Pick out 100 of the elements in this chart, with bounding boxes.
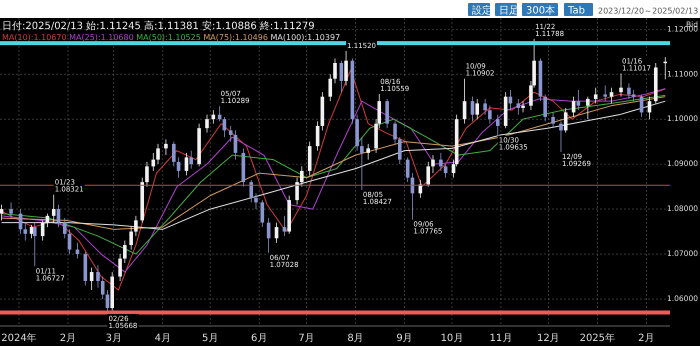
candlestick bbox=[470, 96, 474, 122]
text: 2023/12/20～2025/02/13 bbox=[598, 6, 698, 16]
candlestick bbox=[52, 194, 56, 223]
text: MA(50):1.10525 bbox=[136, 33, 204, 42]
candlestick bbox=[254, 192, 258, 210]
candlestick bbox=[90, 267, 94, 290]
candlestick bbox=[316, 121, 320, 152]
candlestick bbox=[0, 204, 4, 221]
candlestick bbox=[610, 87, 614, 104]
candlestick bbox=[129, 226, 133, 250]
candlestick bbox=[189, 150, 194, 170]
candlestick bbox=[475, 98, 480, 120]
candlestick bbox=[40, 220, 44, 241]
candlestick bbox=[134, 215, 138, 236]
x-tick-label: 12月 bbox=[536, 333, 560, 344]
candlestick bbox=[62, 218, 67, 239]
text: MA(25):1.10680 bbox=[69, 33, 136, 42]
candlestick bbox=[508, 90, 512, 111]
candlestick bbox=[648, 96, 652, 120]
candlestick bbox=[100, 276, 105, 300]
candlestick bbox=[118, 254, 122, 282]
candlestick bbox=[218, 106, 222, 122]
x-tick-label: 11月 bbox=[490, 333, 512, 344]
text: MA(10):1.10670 bbox=[2, 33, 70, 42]
candlestick bbox=[663, 56, 668, 80]
candlestick bbox=[145, 161, 149, 188]
candlestick bbox=[176, 156, 180, 178]
x-tick-label: 2月 bbox=[60, 333, 76, 344]
candlestick bbox=[266, 218, 270, 254]
candlestick bbox=[164, 139, 168, 156]
candlestick bbox=[23, 222, 28, 241]
candlestick bbox=[385, 98, 389, 129]
candlestick bbox=[627, 82, 631, 100]
candlestick bbox=[9, 202, 13, 218]
candlestick bbox=[172, 141, 176, 167]
candlestick bbox=[260, 200, 264, 228]
candlestick bbox=[295, 177, 299, 205]
candlestick bbox=[406, 156, 410, 183]
candlestick bbox=[32, 222, 37, 267]
line-series bbox=[1, 69, 666, 291]
candlestick bbox=[282, 215, 286, 236]
candlestick bbox=[123, 240, 127, 264]
candlestick bbox=[410, 172, 414, 220]
text: Tab bbox=[567, 6, 585, 16]
x-tick-label: 5月 bbox=[202, 333, 218, 344]
x-tick-label: 2月 bbox=[638, 333, 654, 344]
candlestick bbox=[619, 73, 623, 98]
candlestick bbox=[594, 87, 598, 104]
candlestick bbox=[222, 116, 226, 138]
candlestick bbox=[228, 126, 233, 142]
candlestick bbox=[564, 108, 568, 134]
candlestick bbox=[76, 242, 80, 259]
candlestick bbox=[249, 179, 254, 203]
text: 300本 bbox=[526, 4, 556, 16]
candlestick bbox=[516, 98, 520, 116]
candlestick bbox=[56, 204, 60, 228]
candlestick bbox=[366, 144, 370, 160]
candlestick bbox=[234, 130, 238, 160]
x-tick-label: 9月 bbox=[396, 333, 413, 344]
candlestick bbox=[205, 114, 209, 134]
x-tick-label: 10月 bbox=[440, 333, 464, 344]
candlestick bbox=[488, 105, 492, 124]
candlestick bbox=[156, 144, 160, 165]
x-tick-label: 2024年 bbox=[1, 332, 37, 344]
candlestick bbox=[333, 58, 337, 84]
candlestick bbox=[18, 208, 22, 234]
candlestick bbox=[572, 96, 576, 118]
candlestick bbox=[300, 166, 304, 188]
candlestick bbox=[68, 228, 72, 254]
candlestick bbox=[151, 152, 156, 172]
text: MA(100):1.10397 bbox=[270, 33, 340, 42]
candlestick bbox=[344, 50, 348, 86]
candlestick bbox=[46, 213, 50, 228]
candlestick bbox=[483, 98, 487, 116]
candlestick bbox=[184, 152, 188, 176]
candlestick bbox=[212, 110, 216, 124]
candlestick bbox=[576, 90, 580, 111]
candlestick bbox=[462, 78, 466, 124]
candlestick bbox=[551, 112, 555, 129]
candlestick bbox=[96, 264, 100, 288]
candlestick bbox=[274, 222, 278, 244]
x-tick-label: 4月 bbox=[154, 333, 171, 344]
candlestick bbox=[543, 94, 547, 122]
candlestick bbox=[586, 96, 590, 120]
candlestick bbox=[640, 94, 644, 118]
x-tick-label: 2025年 bbox=[580, 332, 616, 344]
text: MA(75):1.10496 bbox=[203, 33, 270, 42]
x-tick-label: 7月 bbox=[298, 333, 315, 344]
candlestick bbox=[426, 161, 430, 188]
x-tick-label: 8月 bbox=[347, 333, 364, 344]
candlestick bbox=[431, 154, 435, 174]
chart-title: 日付:2025/02/13 始:1.11245 高:1.11381 安:1.10886 終:1.11279 bbox=[2, 20, 315, 32]
candlestick bbox=[439, 152, 443, 172]
candlestick bbox=[559, 121, 563, 152]
candlestick bbox=[496, 114, 500, 136]
candlestick bbox=[521, 100, 525, 113]
candlestick bbox=[340, 60, 344, 93]
candlestick bbox=[360, 136, 364, 190]
x-tick-label: 6月 bbox=[250, 333, 268, 344]
candlestick bbox=[398, 136, 402, 165]
